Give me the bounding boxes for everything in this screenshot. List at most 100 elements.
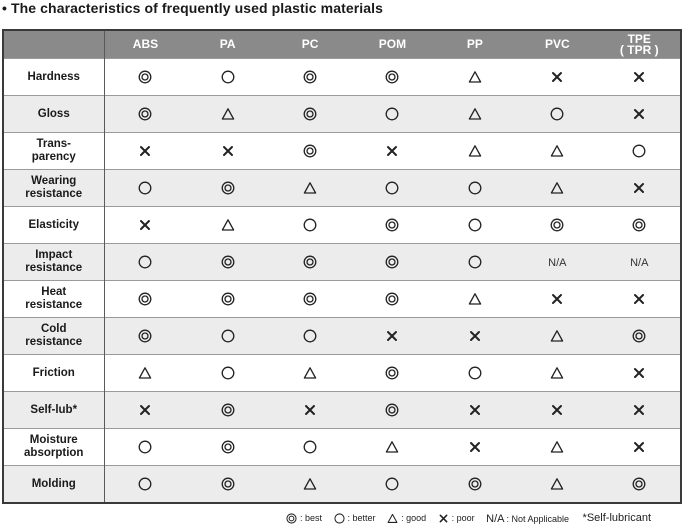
cross-icon [552, 293, 563, 304]
rating-cell [186, 243, 269, 281]
rating-cell [268, 280, 352, 318]
rating-cell [516, 95, 599, 133]
legend-poor: : poor [438, 513, 475, 524]
table-row: Wearing resistance [3, 169, 681, 207]
cross-icon [634, 367, 645, 378]
triangle-icon [387, 514, 398, 524]
row-label-line1: Self-lub* [30, 403, 78, 416]
column-header-label: PC [301, 37, 319, 51]
legend-good: : good [387, 513, 426, 524]
rating-cell [268, 95, 352, 133]
rating-cell [186, 280, 269, 318]
cross-icon [140, 404, 151, 415]
row-label: Gloss [3, 95, 105, 133]
rating-cell [186, 58, 269, 96]
row-label-line1: Gloss [37, 107, 70, 120]
legend-na-key: N/A [486, 512, 505, 525]
double-circle-icon [632, 218, 646, 232]
rating-cell [104, 169, 187, 207]
triangle-icon [468, 70, 482, 83]
column-header-tpe: TPE( TPR ) [598, 30, 681, 59]
double-circle-icon [386, 70, 399, 84]
table-row: Impact resistance N/A N/A [3, 243, 681, 281]
circle-icon [386, 107, 399, 121]
cross-icon [140, 145, 151, 156]
double-circle-icon [221, 255, 235, 269]
rating-cell [433, 132, 517, 170]
table-row: Self-lub* [3, 391, 681, 429]
cross-icon [469, 404, 480, 415]
double-circle-icon [632, 477, 646, 491]
circle-icon [303, 329, 317, 343]
cross-icon [305, 404, 316, 415]
triangle-icon [386, 440, 399, 453]
row-label: Molding [3, 465, 105, 503]
circle-icon [386, 477, 399, 491]
double-circle-icon [286, 513, 297, 524]
legend-good-label: : good [401, 513, 427, 524]
rating-cell [433, 428, 517, 466]
triangle-icon [468, 144, 482, 157]
not-applicable-value: N/A [630, 257, 649, 269]
header-corner-cell [3, 30, 105, 59]
row-label: Cold resistance [3, 317, 105, 355]
triangle-icon [468, 292, 482, 305]
rating-cell: N/A [516, 243, 599, 281]
circle-icon [468, 181, 482, 195]
table-row: Hardness [3, 58, 681, 96]
rating-cell [433, 95, 517, 133]
row-label-line1: Trans- [36, 138, 71, 150]
triangle-icon [551, 329, 564, 342]
rating-cell [186, 169, 269, 207]
rating-cell [351, 206, 434, 244]
rating-cell [104, 391, 187, 429]
double-circle-icon [386, 292, 399, 306]
column-header-label: POM [378, 37, 407, 51]
row-label: Friction [3, 354, 105, 392]
triangle-icon [551, 144, 564, 157]
double-circle-icon [386, 218, 399, 232]
double-circle-icon [468, 477, 482, 491]
legend-best: : best [286, 513, 322, 524]
column-header-pc: PC [268, 30, 352, 59]
double-circle-icon [303, 144, 317, 158]
rating-cell [433, 354, 517, 392]
row-label-line1: Molding [31, 477, 76, 490]
row-label-line2: resistance [25, 336, 83, 348]
rating-cell [598, 317, 681, 355]
cross-icon [634, 404, 645, 415]
legend-best-label: : best [300, 513, 323, 524]
rating-cell [598, 132, 681, 170]
column-header-label: PA [219, 37, 236, 51]
legend-better: : better [333, 513, 376, 524]
row-label: Elasticity [3, 206, 105, 244]
row-label-line1: Friction [32, 366, 75, 379]
legend-poor-label: : poor [451, 513, 475, 524]
rating-cell [598, 58, 681, 96]
rating-cell [268, 354, 352, 392]
cross-icon [552, 71, 563, 82]
rating-cell [104, 132, 187, 170]
triangle-icon [551, 440, 564, 453]
row-label-line2: resistance [25, 299, 83, 311]
rating-cell [268, 169, 352, 207]
circle-icon [632, 144, 646, 158]
table-row: Elasticity [3, 206, 681, 244]
rating-cell [186, 354, 269, 392]
rating-cell [104, 58, 187, 96]
column-header-label: TPE [627, 31, 651, 46]
column-header-pa: PA [186, 30, 269, 59]
rating-cell [104, 95, 187, 133]
circle-icon [386, 181, 399, 195]
rating-cell [351, 132, 434, 170]
rating-cell [268, 58, 352, 96]
rating-cell [433, 317, 517, 355]
row-label: Self-lub* [3, 391, 105, 429]
circle-icon [550, 107, 564, 121]
triangle-icon [303, 477, 317, 490]
rating-cell [351, 280, 434, 318]
row-label-line1: Cold [40, 323, 67, 335]
circle-icon [221, 329, 235, 343]
rating-cell [433, 169, 517, 207]
circle-icon [468, 255, 482, 269]
